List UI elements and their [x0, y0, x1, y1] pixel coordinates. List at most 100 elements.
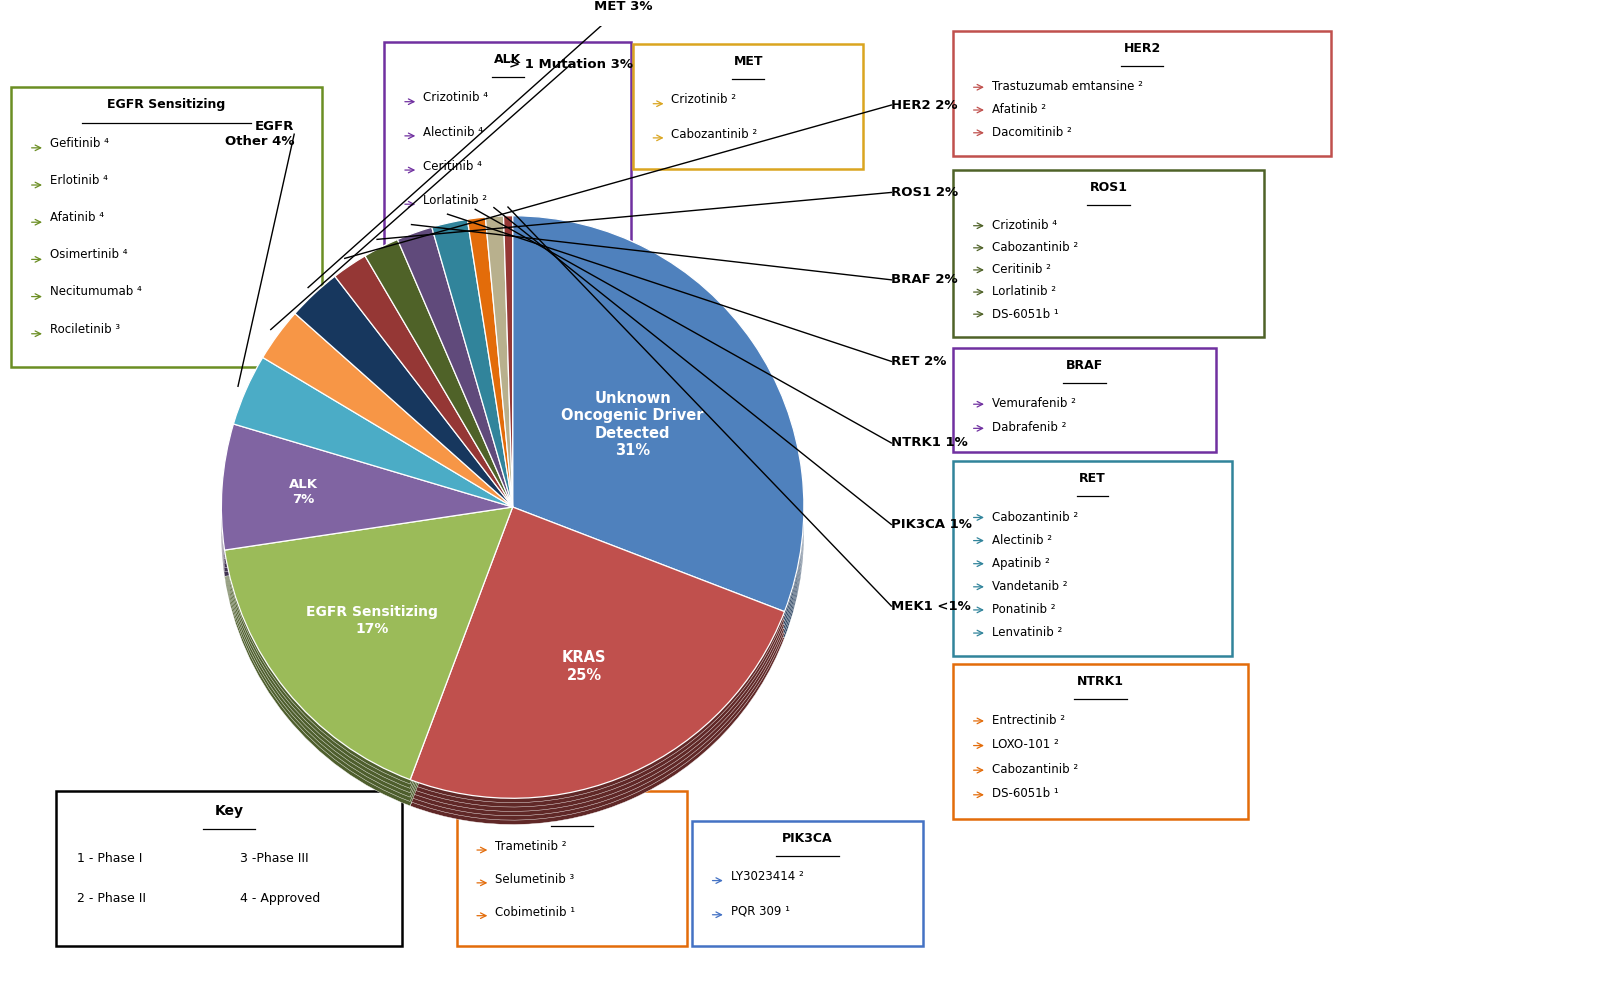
Text: MEK1 <1%: MEK1 <1% — [891, 600, 971, 612]
Wedge shape — [263, 331, 513, 525]
Wedge shape — [410, 516, 785, 807]
Wedge shape — [295, 293, 513, 525]
Text: EGFR Sensitizing: EGFR Sensitizing — [107, 98, 226, 112]
Wedge shape — [224, 507, 513, 780]
Text: PIK3CA 1%: PIK3CA 1% — [891, 518, 972, 531]
Text: PIK3CA: PIK3CA — [782, 832, 833, 845]
Wedge shape — [263, 336, 513, 529]
Text: Vandetanib ²: Vandetanib ² — [992, 580, 1067, 593]
Text: 1 - Phase I: 1 - Phase I — [77, 852, 143, 865]
Wedge shape — [263, 323, 513, 516]
FancyBboxPatch shape — [11, 87, 322, 367]
Wedge shape — [234, 371, 513, 521]
Wedge shape — [503, 224, 513, 516]
Text: BRAF 2%: BRAF 2% — [891, 273, 958, 286]
Wedge shape — [468, 234, 513, 525]
Wedge shape — [410, 529, 785, 820]
Wedge shape — [485, 229, 513, 521]
Wedge shape — [365, 248, 513, 516]
Wedge shape — [433, 241, 513, 529]
Text: > 1 Mutation 3%: > 1 Mutation 3% — [509, 57, 633, 70]
Text: Cabozantinib ²: Cabozantinib ² — [992, 511, 1078, 524]
Wedge shape — [224, 529, 513, 802]
Wedge shape — [335, 269, 513, 521]
FancyBboxPatch shape — [953, 461, 1232, 656]
Wedge shape — [397, 244, 513, 525]
Text: Cabozantinib ²: Cabozantinib ² — [992, 241, 1078, 254]
Wedge shape — [365, 265, 513, 534]
Text: ROS1 2%: ROS1 2% — [891, 186, 958, 199]
Wedge shape — [221, 450, 513, 576]
Text: NTRK1 1%: NTRK1 1% — [891, 436, 968, 449]
Text: Ceritinib ²: Ceritinib ² — [992, 263, 1051, 276]
Text: EGFR Sensitizing
17%: EGFR Sensitizing 17% — [306, 605, 437, 635]
FancyBboxPatch shape — [56, 791, 402, 946]
Wedge shape — [234, 379, 513, 529]
Wedge shape — [485, 225, 513, 516]
Wedge shape — [234, 362, 513, 512]
Wedge shape — [263, 314, 513, 507]
Text: BRAF: BRAF — [1065, 359, 1104, 372]
Text: LY3023414 ²: LY3023414 ² — [731, 870, 803, 883]
Wedge shape — [224, 516, 513, 788]
Wedge shape — [295, 285, 513, 516]
Wedge shape — [335, 277, 513, 529]
Wedge shape — [295, 303, 513, 534]
Wedge shape — [468, 221, 513, 512]
Wedge shape — [365, 244, 513, 512]
Text: NTRK1: NTRK1 — [1077, 675, 1125, 688]
Wedge shape — [295, 280, 513, 512]
Wedge shape — [503, 220, 513, 512]
Wedge shape — [335, 260, 513, 512]
Text: PQR 309 ¹: PQR 309 ¹ — [731, 904, 790, 918]
Wedge shape — [365, 261, 513, 529]
FancyBboxPatch shape — [633, 44, 863, 169]
Text: RET 2%: RET 2% — [891, 355, 947, 368]
Wedge shape — [513, 229, 804, 625]
Text: 3 -Phase III: 3 -Phase III — [240, 852, 309, 865]
Wedge shape — [410, 512, 785, 803]
Wedge shape — [503, 233, 513, 525]
Text: Necitumumab ⁴: Necitumumab ⁴ — [50, 285, 141, 298]
Wedge shape — [335, 282, 513, 534]
Text: Lorlatinib ²: Lorlatinib ² — [992, 285, 1056, 298]
Text: Vemurafenib ²: Vemurafenib ² — [992, 397, 1075, 410]
Wedge shape — [485, 242, 513, 534]
Wedge shape — [503, 229, 513, 521]
Wedge shape — [485, 233, 513, 525]
Wedge shape — [221, 433, 513, 559]
Text: Afatinib ²: Afatinib ² — [992, 104, 1046, 117]
Wedge shape — [397, 231, 513, 512]
Wedge shape — [433, 245, 513, 534]
Wedge shape — [263, 327, 513, 521]
FancyBboxPatch shape — [457, 791, 687, 946]
FancyBboxPatch shape — [384, 42, 631, 269]
Text: Key: Key — [215, 804, 244, 818]
Text: Alectinib ²: Alectinib ² — [992, 534, 1051, 547]
Text: Selumetinib ³: Selumetinib ³ — [495, 873, 574, 886]
Wedge shape — [485, 238, 513, 529]
Wedge shape — [410, 521, 785, 811]
Text: Crizotinib ⁴: Crizotinib ⁴ — [423, 91, 489, 105]
Wedge shape — [503, 237, 513, 529]
Wedge shape — [410, 507, 785, 798]
Text: DS-6051b ¹: DS-6051b ¹ — [992, 308, 1059, 321]
Wedge shape — [224, 525, 513, 797]
Text: ALK: ALK — [493, 53, 522, 66]
Wedge shape — [397, 253, 513, 534]
FancyBboxPatch shape — [953, 348, 1216, 452]
Wedge shape — [468, 217, 513, 507]
Wedge shape — [295, 289, 513, 521]
Text: 2 - Phase II: 2 - Phase II — [77, 892, 146, 906]
Wedge shape — [503, 242, 513, 534]
Text: LOXO-101 ²: LOXO-101 ² — [992, 738, 1059, 751]
Text: MEK1: MEK1 — [553, 802, 591, 815]
Wedge shape — [397, 227, 513, 507]
Wedge shape — [433, 224, 513, 512]
Wedge shape — [410, 525, 785, 816]
Wedge shape — [224, 512, 513, 784]
Text: Cabozantinib ²: Cabozantinib ² — [992, 763, 1078, 776]
Text: MET: MET — [734, 55, 763, 68]
Text: HER2 2%: HER2 2% — [891, 98, 958, 112]
Wedge shape — [433, 232, 513, 521]
